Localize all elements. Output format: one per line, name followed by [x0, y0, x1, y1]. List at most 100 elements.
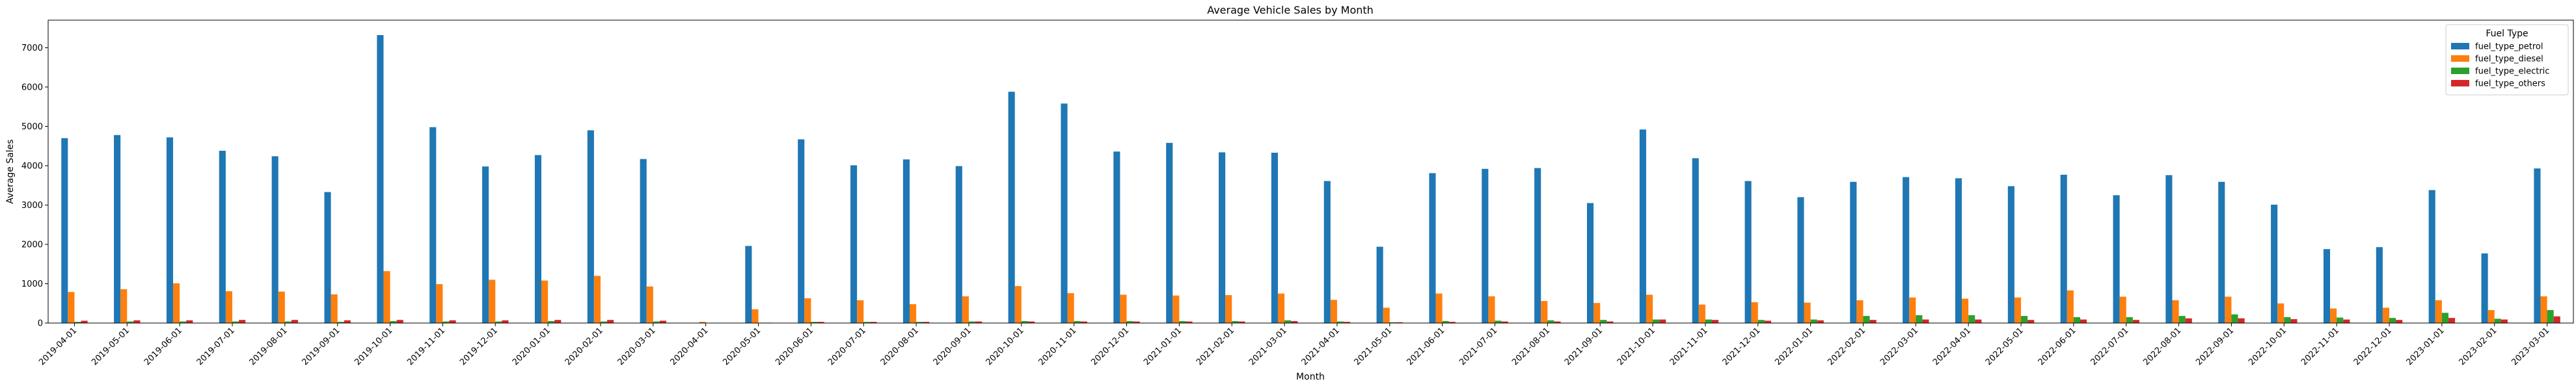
x-axis: 2019-04-01 2019-05-01 2019-06-01 2019-07-01…: [37, 323, 2551, 367]
bar-fuel-type-diesel-2019-10-01: [383, 271, 390, 323]
bar-fuel-type-diesel-2021-06-01: [1435, 293, 1443, 323]
bar-fuel-type-others-2020-08-01: [923, 322, 930, 323]
y-tick-label: 2000: [21, 240, 43, 250]
bar-fuel-type-diesel-2022-11-01: [2330, 308, 2337, 323]
bar-fuel-type-others-2020-10-01: [1027, 321, 1035, 323]
bar-fuel-type-petrol-2022-06-01: [2060, 174, 2067, 323]
legend-label-fuel-type-others: fuel_type_others: [2475, 79, 2545, 89]
bar-fuel-type-others-2022-03-01: [1922, 319, 1929, 323]
bar-fuel-type-electric-2022-03-01: [1916, 315, 1923, 323]
bar-fuel-type-electric-2020-07-01: [863, 322, 871, 323]
bar-fuel-type-petrol-2020-11-01: [1061, 103, 1068, 324]
bar-fuel-type-diesel-2019-05-01: [120, 289, 128, 323]
x-tick-label: 2022-07-01: [2089, 326, 2131, 367]
bar-fuel-type-diesel-2022-06-01: [2067, 290, 2074, 323]
bar-fuel-type-petrol-2021-02-01: [1219, 152, 1226, 323]
bar-fuel-type-petrol-2021-01-01: [1166, 142, 1173, 323]
x-tick-label: 2023-02-01: [2458, 326, 2499, 367]
bar-fuel-type-diesel-2020-01-01: [541, 280, 549, 323]
bar-fuel-type-diesel-2022-12-01: [2382, 307, 2390, 323]
x-axis-label: Month: [1296, 372, 1325, 382]
x-tick-label: 2021-01-01: [1142, 326, 1184, 367]
bar-fuel-type-diesel-2020-02-01: [593, 276, 601, 323]
bar-fuel-type-diesel-2020-10-01: [1014, 286, 1022, 323]
bar-fuel-type-electric-2022-07-01: [2126, 317, 2133, 323]
bar-fuel-type-others-2021-07-01: [1501, 321, 1508, 323]
bar-fuel-type-electric-2022-09-01: [2231, 314, 2238, 323]
x-tick-label: 2019-07-01: [195, 326, 237, 367]
x-tick-label: 2019-09-01: [300, 326, 342, 367]
legend-swatch-fuel-type-petrol: [2451, 43, 2469, 49]
bar-fuel-type-electric-2022-10-01: [2284, 317, 2291, 323]
bar-fuel-type-diesel-2022-05-01: [2014, 297, 2022, 323]
bar-fuel-type-petrol-2019-07-01: [219, 150, 226, 324]
y-tick-label: 5000: [21, 122, 43, 132]
bar-fuel-type-diesel-2019-12-01: [489, 280, 496, 323]
bar-fuel-type-others-2019-07-01: [239, 320, 246, 323]
bar-fuel-type-others-2021-12-01: [1764, 320, 1771, 323]
bar-fuel-type-diesel-2020-06-01: [804, 298, 811, 323]
bar-fuel-type-petrol-2022-01-01: [1797, 197, 1804, 323]
bar-fuel-type-petrol-2019-11-01: [429, 127, 437, 324]
y-axis: 0 1000 2000 3000 4000 5000 6000 7000: [21, 44, 48, 329]
legend-label-fuel-type-electric: fuel_type_electric: [2475, 67, 2549, 77]
x-tick-label: 2022-04-01: [1931, 326, 1973, 367]
y-tick-label: 6000: [21, 83, 43, 92]
bar-fuel-type-others-2019-10-01: [396, 320, 403, 323]
x-tick-label: 2019-10-01: [353, 326, 394, 367]
bars-group: [61, 35, 2560, 324]
bar-fuel-type-petrol-2023-01-01: [2428, 190, 2435, 323]
bar-fuel-type-others-2020-07-01: [870, 322, 877, 323]
bar-fuel-type-petrol-2021-10-01: [1639, 129, 1646, 324]
bar-fuel-type-petrol-2019-12-01: [482, 166, 489, 323]
legend-swatch-fuel-type-others: [2451, 80, 2469, 86]
bar-fuel-type-others-2021-11-01: [1712, 320, 1719, 323]
chart-title: Average Vehicle Sales by Month: [1207, 4, 1374, 16]
x-tick-label: 2021-09-01: [1563, 326, 1605, 367]
x-tick-label: 2019-04-01: [37, 326, 79, 367]
bar-fuel-type-electric-2023-03-01: [2547, 310, 2554, 323]
bar-fuel-type-petrol-2020-05-01: [745, 246, 752, 323]
x-tick-label: 2021-07-01: [1457, 326, 1499, 367]
bar-fuel-type-electric-2019-04-01: [74, 322, 81, 323]
bar-fuel-type-petrol-2022-04-01: [1955, 178, 1962, 323]
bar-fuel-type-others-2023-02-01: [2501, 319, 2508, 323]
bar-fuel-type-diesel-2021-07-01: [1488, 296, 1495, 323]
x-tick-label: 2022-05-01: [1984, 326, 2026, 367]
bar-fuel-type-electric-2020-12-01: [1126, 320, 1133, 323]
bar-fuel-type-electric-2020-11-01: [1074, 320, 1081, 323]
bar-fuel-type-petrol-2019-08-01: [271, 156, 278, 323]
bar-fuel-type-petrol-2022-05-01: [2007, 186, 2014, 323]
x-tick-label: 2020-10-01: [984, 326, 1026, 367]
bar-fuel-type-electric-2023-02-01: [2494, 318, 2501, 323]
x-tick-label: 2019-08-01: [248, 326, 290, 367]
bar-fuel-type-petrol-2022-07-01: [2113, 195, 2120, 323]
legend-box: [2445, 24, 2569, 96]
x-tick-label: 2021-04-01: [1300, 326, 1342, 367]
x-tick-label: 2020-02-01: [563, 326, 605, 367]
x-tick-label: 2020-05-01: [721, 326, 763, 367]
bar-fuel-type-others-2021-02-01: [1238, 321, 1245, 323]
bar-fuel-type-electric-2021-04-01: [1336, 321, 1344, 323]
bar-fuel-type-others-2019-06-01: [186, 320, 193, 323]
bar-fuel-type-others-2020-06-01: [817, 322, 824, 323]
bar-fuel-type-petrol-2022-08-01: [2165, 175, 2173, 323]
bar-fuel-type-electric-2021-10-01: [1653, 319, 1660, 323]
bar-fuel-type-electric-2021-07-01: [1495, 320, 1502, 323]
plot-frame: [47, 20, 2574, 324]
bar-fuel-type-diesel-2021-02-01: [1225, 295, 1232, 323]
y-tick-label: 0: [38, 319, 43, 329]
bar-fuel-type-electric-2019-10-01: [390, 320, 397, 323]
bar-fuel-type-electric-2022-02-01: [1863, 316, 1870, 323]
bar-fuel-type-diesel-2022-07-01: [2119, 296, 2126, 323]
bar-fuel-type-electric-2022-08-01: [2178, 316, 2186, 323]
bar-fuel-type-diesel-2021-03-01: [1277, 293, 1285, 323]
bar-fuel-type-others-2020-09-01: [975, 321, 983, 323]
bar-fuel-type-electric-2021-01-01: [1179, 320, 1186, 323]
bar-fuel-type-others-2020-02-01: [607, 320, 614, 323]
x-tick-label: 2020-04-01: [668, 326, 710, 367]
bar-fuel-type-diesel-2021-12-01: [1751, 302, 1758, 323]
bar-fuel-type-electric-2019-11-01: [442, 321, 450, 323]
y-tick-label: 1000: [21, 280, 43, 289]
bar-fuel-type-electric-2021-06-01: [1442, 320, 1449, 323]
